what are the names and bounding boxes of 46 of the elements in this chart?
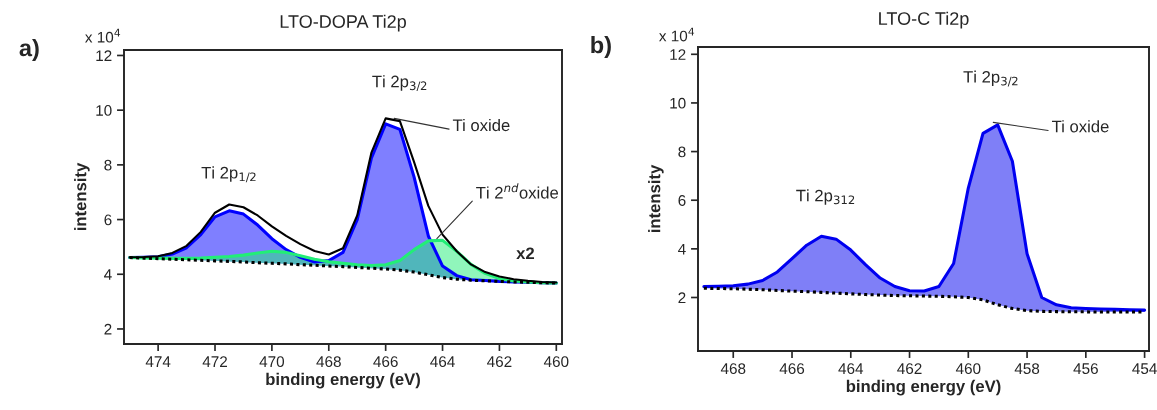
x-tick-label: 470	[259, 356, 285, 368]
y-axis-title: intensity	[74, 162, 90, 231]
annotation: Ti 2p$_{1/2}$	[201, 166, 256, 183]
x-tick-label: 464	[838, 363, 864, 375]
x-tick-label: 468	[316, 356, 341, 368]
x-tick-label: 462	[897, 363, 922, 375]
y-tick-label: 8	[104, 159, 112, 171]
y-axis-title: intensity	[648, 164, 664, 233]
annotation: Ti oxide	[1051, 120, 1109, 133]
x-axis-title: binding energy (eV)	[846, 379, 1001, 396]
chart-title: LTO-C Ti2p	[879, 11, 969, 29]
y-tick-label: 12	[670, 49, 686, 60]
annotation: Ti 2p$_{3/2}$	[963, 70, 1018, 87]
y-tick-label: 6	[104, 214, 112, 226]
y-tick-label: 10	[670, 97, 686, 109]
text: a)	[19, 39, 39, 61]
annotation: Ti 2p$_{3/2}$	[372, 75, 427, 92]
x-tick-label: 466	[779, 363, 805, 375]
y-tick-label: 2	[104, 323, 112, 335]
x-tick-label: 462	[487, 356, 512, 368]
y-tick-label: 10	[96, 105, 112, 116]
x-tick-label: 460	[955, 363, 981, 375]
x-tick-label: 466	[373, 356, 398, 368]
annotation: Ti 2$^{nd}$oxide	[476, 183, 559, 199]
x-tick-label: 472	[202, 356, 227, 367]
chart-title: LTO-DOPA Ti2p	[280, 14, 406, 32]
y-tick-label: 4	[104, 269, 112, 280]
x-tick-label: 456	[1073, 363, 1098, 375]
y-tick-label: 2	[678, 292, 686, 304]
y-tick-label: 12	[96, 50, 112, 62]
x-tick-label: 458	[1014, 363, 1040, 375]
annotation: Ti oxide	[452, 118, 510, 132]
x-tick-label: 468	[720, 363, 746, 375]
text: b)	[591, 36, 611, 58]
x-tick-label: 474	[145, 356, 171, 367]
annotation: x2	[516, 247, 535, 260]
x-tick-label: 464	[430, 356, 455, 368]
y-tick-label: 8	[678, 146, 686, 158]
x-tick-label: 454	[1132, 363, 1157, 375]
x-axis-title: binding energy (eV)	[266, 372, 420, 389]
y-tick-label: 4	[678, 243, 686, 255]
y-tick-label: 6	[678, 195, 686, 206]
annotation: Ti 2p$_{312}$	[796, 189, 855, 205]
text: x 10$^{4}$	[659, 27, 695, 42]
text: x 10$^{4}$	[85, 28, 121, 43]
x-tick-label: 460	[543, 356, 569, 368]
